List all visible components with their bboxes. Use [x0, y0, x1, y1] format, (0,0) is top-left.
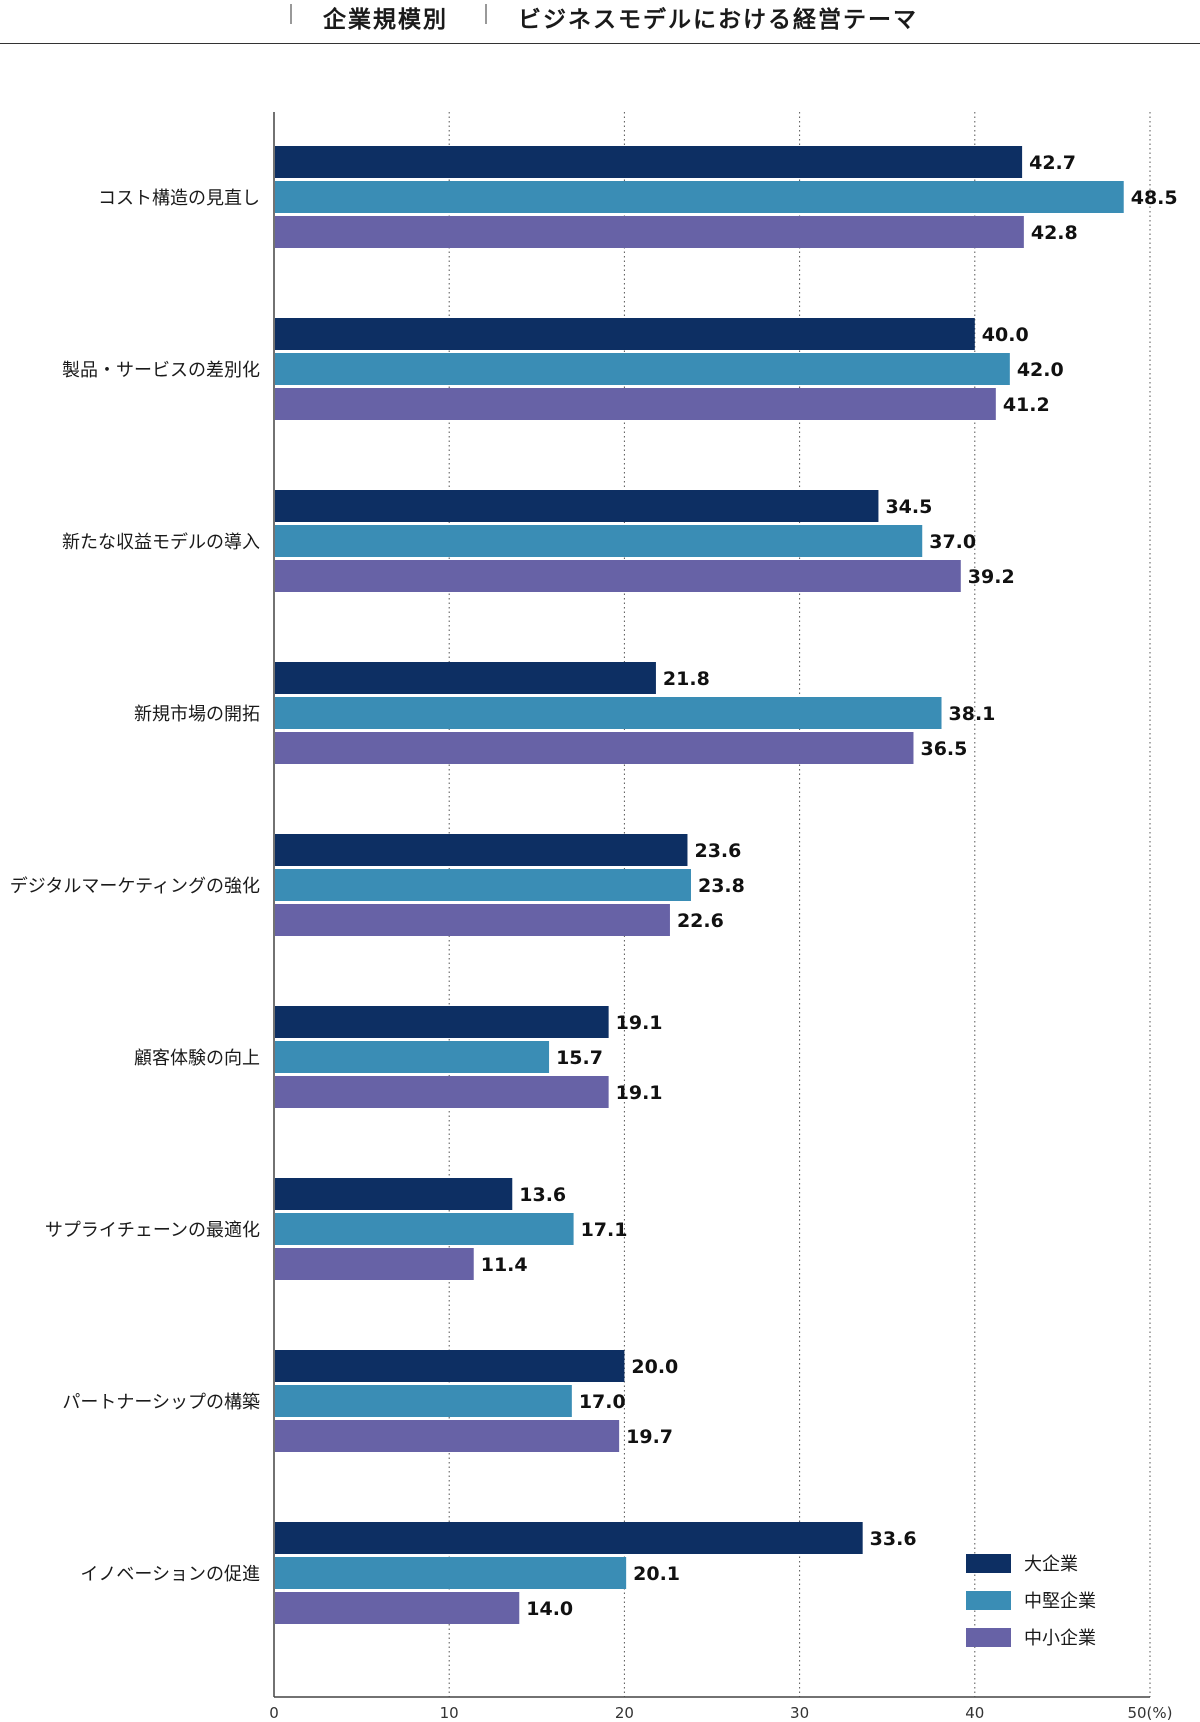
value-label: 13.6 — [519, 1184, 566, 1206]
bar — [275, 1592, 520, 1624]
bar — [275, 732, 914, 764]
value-label: 21.8 — [663, 668, 710, 690]
axes: 0 10 20 30 40 50(%) — [269, 112, 1173, 1722]
bar — [275, 318, 975, 350]
bar — [275, 525, 923, 557]
value-label: 14.0 — [526, 1598, 573, 1620]
category-label: 製品・サービスの差別化 — [62, 360, 260, 381]
category-label: パートナーシップの構築 — [62, 1392, 260, 1413]
value-label: 34.5 — [885, 496, 932, 518]
header-section-label: 企業規模別 — [323, 7, 448, 33]
value-label: 37.0 — [929, 531, 976, 553]
bar — [275, 1420, 620, 1452]
bar — [275, 1557, 627, 1589]
value-label: 23.6 — [694, 840, 741, 862]
bar — [275, 1178, 513, 1210]
bar — [275, 1522, 863, 1554]
bars — [275, 146, 1124, 1624]
value-label: 22.6 — [677, 910, 724, 932]
bar — [275, 216, 1024, 248]
legend-label: 中小企業 — [1024, 1628, 1096, 1649]
legend-swatch — [966, 1628, 1011, 1647]
value-label: 38.1 — [949, 703, 996, 725]
bar — [275, 1248, 474, 1280]
bar — [275, 904, 670, 936]
bar — [275, 146, 1023, 178]
legend-swatch — [966, 1591, 1011, 1610]
bar — [275, 1006, 609, 1038]
bar — [275, 869, 691, 901]
value-label: 19.1 — [616, 1082, 663, 1104]
header-separator — [485, 4, 487, 24]
bar — [275, 181, 1124, 213]
bar — [275, 697, 942, 729]
bar — [275, 662, 656, 694]
x-tick-label: 30 — [790, 1704, 809, 1722]
x-tick-label: 40 — [965, 1704, 984, 1722]
bar — [275, 353, 1010, 385]
legend-swatch — [966, 1554, 1011, 1573]
category-label: 新規市場の開拓 — [134, 704, 260, 725]
value-label: 33.6 — [870, 1528, 917, 1550]
chart-title: ビジネスモデルにおける経営テーマ — [518, 7, 918, 33]
value-label: 19.7 — [626, 1426, 673, 1448]
legend-label: 大企業 — [1024, 1554, 1078, 1575]
bar — [275, 490, 879, 522]
value-label: 39.2 — [968, 566, 1015, 588]
category-label: 顧客体験の向上 — [134, 1048, 260, 1069]
category-label: サプライチェーンの最適化 — [45, 1220, 260, 1241]
bar — [275, 560, 961, 592]
value-label: 42.0 — [1017, 359, 1064, 381]
value-label: 11.4 — [481, 1254, 528, 1276]
x-tick-label: 50(%) — [1127, 1704, 1172, 1722]
category-label: コスト構造の見直し — [98, 188, 260, 209]
value-label: 42.7 — [1029, 152, 1076, 174]
category-label: デジタルマーケティングの強化 — [10, 876, 260, 897]
legend-label: 中堅企業 — [1024, 1591, 1096, 1612]
x-tick-label: 20 — [615, 1704, 634, 1722]
value-label: 15.7 — [556, 1047, 603, 1069]
x-tick-label: 0 — [269, 1704, 279, 1722]
value-label: 23.8 — [698, 875, 745, 897]
bar — [275, 1041, 550, 1073]
bar — [275, 834, 688, 866]
bar — [275, 1213, 574, 1245]
value-label: 17.0 — [579, 1391, 626, 1413]
page-header: 企業規模別 ビジネスモデルにおける経営テーマ — [0, 0, 1200, 44]
value-label: 48.5 — [1131, 187, 1178, 209]
value-label: 20.0 — [631, 1356, 678, 1378]
bar — [275, 1350, 625, 1382]
bar — [275, 388, 996, 420]
value-label: 40.0 — [982, 324, 1029, 346]
value-label: 20.1 — [633, 1563, 680, 1585]
header-separator — [290, 4, 292, 24]
bar — [275, 1076, 609, 1108]
labels: 42.7 48.5 42.8 コスト構造の見直し 40.0 42.0 41.2 製品・サービス… — [10, 152, 1178, 1620]
value-label: 42.8 — [1031, 222, 1078, 244]
value-label: 17.1 — [581, 1219, 628, 1241]
bar — [275, 1385, 572, 1417]
category-label: イノベーションの促進 — [80, 1564, 260, 1585]
category-label: 新たな収益モデルの導入 — [62, 532, 260, 553]
value-label: 41.2 — [1003, 394, 1050, 416]
header-rule — [0, 43, 1200, 44]
value-label: 36.5 — [920, 738, 967, 760]
x-tick-label: 10 — [440, 1704, 459, 1722]
value-label: 19.1 — [616, 1012, 663, 1034]
